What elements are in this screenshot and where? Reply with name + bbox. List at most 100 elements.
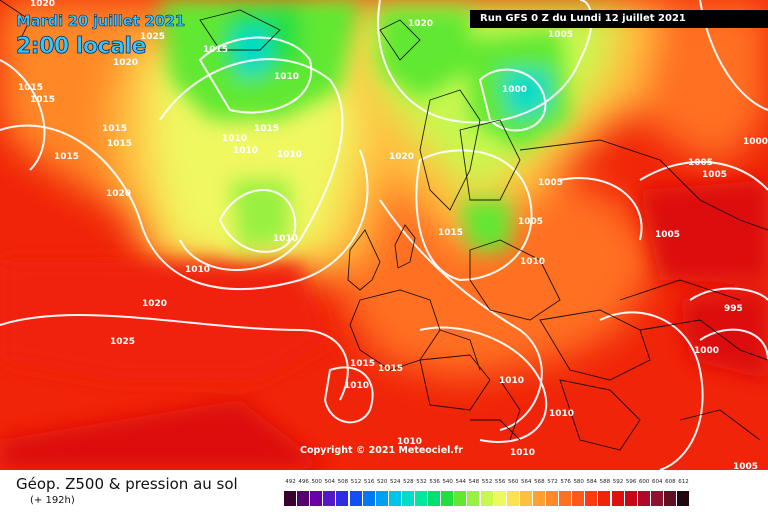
isobar-label: 995 xyxy=(724,304,743,314)
scale-value-label: 580 xyxy=(573,479,584,485)
scale-swatch xyxy=(598,491,612,506)
isobar-label: 1020 xyxy=(408,19,434,29)
legend-footer: Géop. Z500 & pression au sol (+ 192h) 49… xyxy=(0,470,768,512)
isobar-label: 1000 xyxy=(743,137,768,147)
scale-value-label: 528 xyxy=(403,479,414,485)
scale-swatch xyxy=(297,491,311,506)
isobar-label: 1010 xyxy=(344,381,370,391)
isobar-label: 1000 xyxy=(694,346,720,356)
model-run-info: Run GFS 0 Z du Lundi 12 juillet 2021 xyxy=(470,10,768,28)
isobar-label: 1005 xyxy=(538,178,564,188)
scale-swatch xyxy=(532,491,546,506)
forecast-date: Mardi 20 juillet 2021 xyxy=(16,12,186,31)
scale-swatch xyxy=(323,491,337,506)
geopotential-field xyxy=(0,0,768,470)
isobar-label: 1010 xyxy=(222,134,248,144)
isobar-label: 1005 xyxy=(548,30,574,40)
isobar-label: 1015 xyxy=(30,95,56,105)
isobar-label: 1015 xyxy=(378,364,404,374)
scale-swatch xyxy=(546,491,559,506)
isobar-label: 1000 xyxy=(502,85,528,95)
scale-swatch xyxy=(349,491,363,506)
isobar-label: 1010 xyxy=(499,376,525,386)
scale-swatch xyxy=(284,491,297,506)
scale-swatch xyxy=(559,491,573,506)
scale-swatch xyxy=(454,491,468,506)
scale-swatch xyxy=(663,491,677,506)
isobar-label: 1005 xyxy=(733,462,759,471)
scale-value-label: 584 xyxy=(586,479,598,485)
scale-swatch xyxy=(611,491,625,506)
isobar-label: 1020 xyxy=(30,0,56,9)
scale-value-label: 536 xyxy=(429,479,440,485)
isobar-label: 1015 xyxy=(107,139,133,149)
scale-swatch xyxy=(441,491,455,506)
scale-swatch xyxy=(467,491,481,506)
isobar-label: 1010 xyxy=(274,72,300,82)
isobar-label: 1005 xyxy=(688,158,714,168)
scale-swatch xyxy=(362,491,376,506)
scale-value-label: 564 xyxy=(521,479,532,485)
isobar-label: 1010 xyxy=(185,265,211,275)
scale-value-label: 608 xyxy=(665,479,676,485)
scale-value-label: 532 xyxy=(416,479,427,485)
scale-swatch xyxy=(375,491,389,506)
isobar-label: 1010 xyxy=(510,448,536,458)
isobar-label: 1010 xyxy=(273,234,299,244)
scale-swatch xyxy=(519,491,533,506)
scale-value-label: 504 xyxy=(324,479,336,485)
scale-value-label: 596 xyxy=(625,479,637,485)
scale-value-label: 604 xyxy=(652,479,663,485)
isobar-label: 1005 xyxy=(702,170,728,180)
scale-swatch xyxy=(336,491,350,506)
scale-value-label: 560 xyxy=(507,479,519,485)
isobar-label: 1020 xyxy=(142,299,168,309)
copyright-notice: Copyright © 2021 Meteociel.fr xyxy=(300,445,463,456)
scale-swatch xyxy=(677,491,690,506)
scale-value-label: 600 xyxy=(638,479,650,485)
scale-value-label: 496 xyxy=(298,479,309,485)
isobar-label: 1005 xyxy=(655,230,681,240)
scale-swatch xyxy=(493,491,507,506)
scale-swatch xyxy=(572,491,586,506)
scale-swatch xyxy=(637,491,651,506)
scale-value-label: 492 xyxy=(285,479,296,485)
scale-swatch xyxy=(428,491,442,506)
isobar-label: 1010 xyxy=(277,150,303,160)
isobar-label: 1020 xyxy=(106,189,132,199)
scale-value-label: 568 xyxy=(534,479,545,485)
isobar-label: 1025 xyxy=(140,32,166,42)
scale-swatch xyxy=(506,491,520,506)
scale-swatch xyxy=(585,491,599,506)
scale-value-label: 552 xyxy=(481,479,493,485)
scale-value-label: 512 xyxy=(350,479,362,485)
scale-swatch xyxy=(650,491,664,506)
scale-swatch xyxy=(310,491,324,506)
isobar-label: 1010 xyxy=(520,257,546,267)
scale-value-label: 612 xyxy=(678,479,689,485)
scale-value-label: 588 xyxy=(599,479,611,485)
isobar-label: 1010 xyxy=(397,437,423,447)
isobar-label: 1025 xyxy=(110,337,136,347)
isobar-label: 1015 xyxy=(102,124,128,134)
isobar-label: 1010 xyxy=(549,409,575,419)
scale-swatch xyxy=(624,491,638,506)
scale-value-label: 592 xyxy=(612,479,624,485)
scale-value-label: 576 xyxy=(560,479,571,485)
scale-swatch xyxy=(401,491,415,506)
isobar-label: 1015 xyxy=(18,83,44,93)
isobar-label: 1020 xyxy=(389,152,415,162)
scale-value-label: 520 xyxy=(376,479,388,485)
map-title: Géop. Z500 & pression au sol xyxy=(16,475,238,493)
scale-value-label: 572 xyxy=(547,479,558,485)
isobar-label: 1015 xyxy=(438,228,464,238)
forecast-range: (+ 192h) xyxy=(30,495,75,506)
scale-value-label: 500 xyxy=(311,479,322,485)
scale-swatch xyxy=(480,491,494,506)
scale-swatch xyxy=(388,491,402,506)
isobar-label: 1020 xyxy=(113,58,139,68)
scale-value-label: 544 xyxy=(455,479,467,485)
isobar-label: 1005 xyxy=(518,217,544,227)
isobar-label: 1015 xyxy=(54,152,80,162)
isobar-label: 1015 xyxy=(203,45,229,55)
